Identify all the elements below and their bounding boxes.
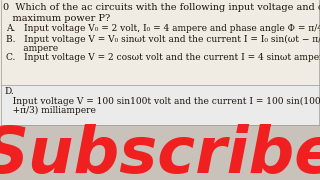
Text: +π/3) milliampere: +π/3) milliampere [4, 106, 96, 115]
Text: A.   Input voltage V₀ = 2 volt, I₀ = 4 ampere and phase angle Φ = π/4.: A. Input voltage V₀ = 2 volt, I₀ = 4 amp… [6, 24, 320, 33]
Text: B.   Input voltage V = V₀ sinωt volt and the current I = I₀ sin(ωt − π/2): B. Input voltage V = V₀ sinωt volt and t… [6, 35, 320, 44]
Text: C.   Input voltage V = 2 cosωt volt and the current I = 4 sinωt ampere: C. Input voltage V = 2 cosωt volt and th… [6, 53, 320, 62]
Bar [0, 0, 320, 125]
Text: 0  Which of the ac circuits with the following input voltage and current dissipa: 0 Which of the ac circuits with the foll… [3, 3, 320, 23]
Text: D.: D. [4, 87, 14, 96]
Bar [1, 85, 319, 125]
Text: Subscribe: Subscribe [0, 124, 320, 180]
Text: ampere: ampere [6, 44, 58, 53]
Text: Input voltage V = 100 sin100t volt and the current I = 100 sin(100t: Input voltage V = 100 sin100t volt and t… [4, 97, 320, 106]
